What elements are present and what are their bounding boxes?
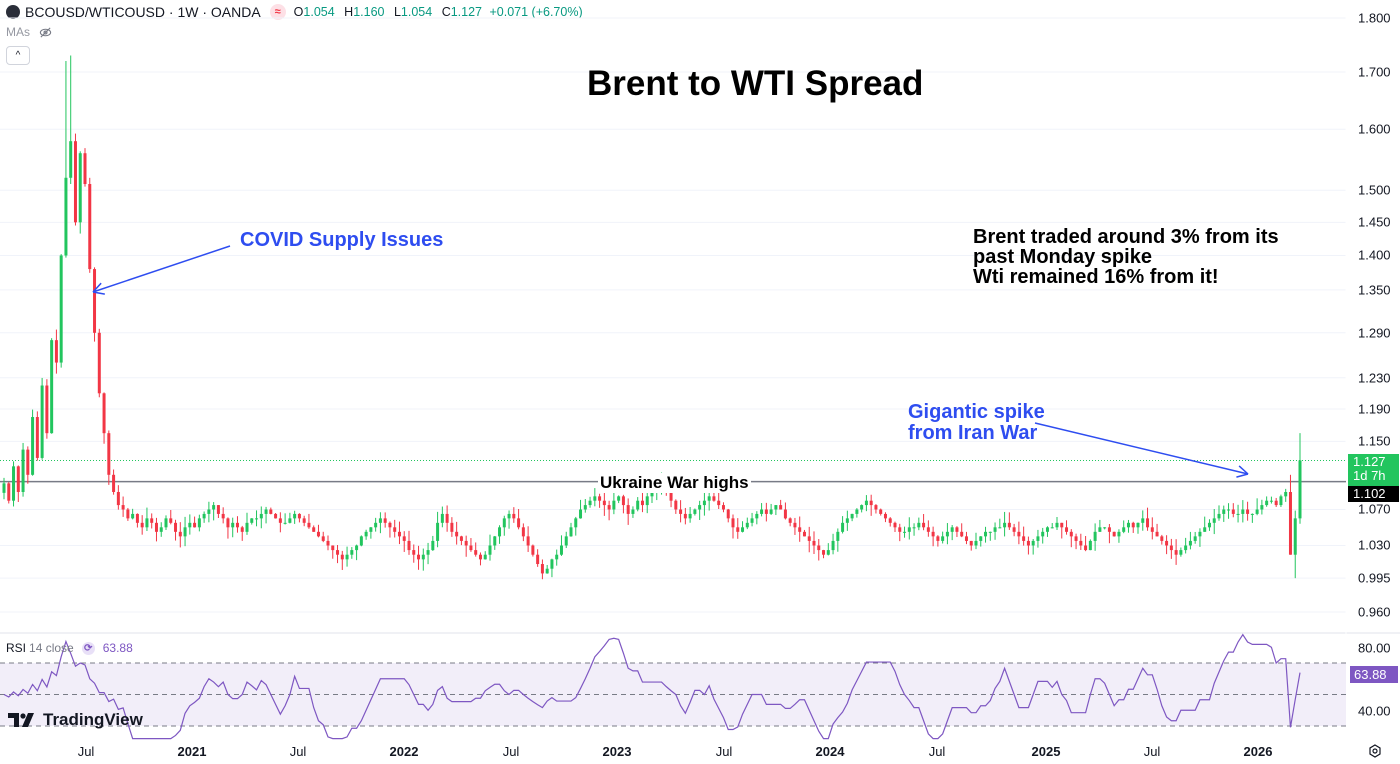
price-tick: 1.800 — [1358, 10, 1391, 26]
price-tick: 1.190 — [1358, 401, 1391, 417]
current-price-tag: 1.127 1d 7h — [1348, 454, 1399, 486]
covid-annotation: COVID Supply Issues — [240, 229, 444, 251]
horizontal-line-price-tag: 1.102 — [1348, 486, 1399, 502]
eye-off-icon[interactable] — [39, 26, 52, 39]
price-tick: 1.700 — [1358, 64, 1391, 80]
symbol-header: BCOUSD/WTICOUSD · 1W · OANDA ≈ O1.054 H1… — [6, 3, 583, 21]
ohlc-values: O1.054 H1.160 L1.054 C1.127 +0.071 (+6.7… — [293, 5, 583, 19]
rsi-legend[interactable]: RSI 14 close ⟳ 63.88 — [6, 641, 133, 655]
rsi-tick-40: 40.00 — [1358, 703, 1391, 719]
rsi-tick-80: 80.00 — [1358, 640, 1391, 656]
price-tick: 1.350 — [1358, 282, 1391, 298]
price-tick: 1.600 — [1358, 121, 1391, 137]
price-tick: 1.070 — [1358, 501, 1391, 517]
low-value: 1.054 — [400, 5, 433, 19]
exchange-badge-icon: ≈ — [269, 4, 286, 20]
price-tick: 1.450 — [1358, 214, 1391, 230]
moving-averages-toggle[interactable]: MAs — [6, 25, 52, 39]
close-value: 1.127 — [450, 5, 482, 19]
rsi-params: 14 close — [29, 641, 74, 655]
time-tick: 2022 — [389, 744, 419, 759]
tradingview-mark-icon — [8, 713, 34, 727]
tradingview-name: TradingView — [43, 710, 143, 729]
time-tick: 2023 — [602, 744, 632, 759]
chart-title: Brent to WTI Spread — [587, 64, 924, 103]
change-value: +0.071 (+6.70%) — [489, 5, 583, 19]
iran-annotation: Gigantic spike from Iran War — [908, 401, 1045, 444]
time-tick: 2025 — [1031, 744, 1061, 759]
time-tick: Jul — [928, 744, 946, 759]
time-tick: Jul — [289, 744, 307, 759]
rsi-value: 63.88 — [102, 641, 133, 655]
refresh-icon[interactable]: ⟳ — [81, 641, 95, 655]
spread-note: Brent traded around 3% from its past Mon… — [973, 226, 1279, 288]
time-tick: Jul — [715, 744, 733, 759]
collapse-legend-button[interactable]: ^ — [6, 46, 30, 65]
time-tick: 2021 — [177, 744, 207, 759]
mas-label: MAs — [6, 25, 30, 39]
symbol-title[interactable]: BCOUSD/WTICOUSD · 1W · OANDA — [25, 4, 261, 20]
price-tick: 0.995 — [1358, 570, 1391, 586]
symbol-logo-icon — [6, 5, 20, 19]
time-tick: Jul — [77, 744, 95, 759]
price-tick: 0.960 — [1358, 604, 1391, 620]
settings-gear-icon[interactable] — [1368, 744, 1382, 758]
time-tick: 2024 — [815, 744, 845, 759]
price-tick: 1.030 — [1358, 537, 1391, 553]
tradingview-logo[interactable]: TradingView — [8, 710, 143, 730]
high-value: 1.160 — [353, 5, 385, 19]
price-tick: 1.150 — [1358, 433, 1391, 449]
rsi-label: RSI — [6, 641, 27, 655]
open-value: 1.054 — [303, 5, 335, 19]
ukraine-highs-label: Ukraine War highs — [598, 473, 751, 493]
price-tick: 1.500 — [1358, 182, 1391, 198]
price-tick: 1.290 — [1358, 325, 1391, 341]
price-tick: 1.230 — [1358, 370, 1391, 386]
price-tick: 1.400 — [1358, 247, 1391, 263]
rsi-value-tag: 63.88 — [1350, 666, 1398, 683]
time-tick: Jul — [502, 744, 520, 759]
time-tick: 2026 — [1243, 744, 1273, 759]
time-tick: Jul — [1143, 744, 1161, 759]
